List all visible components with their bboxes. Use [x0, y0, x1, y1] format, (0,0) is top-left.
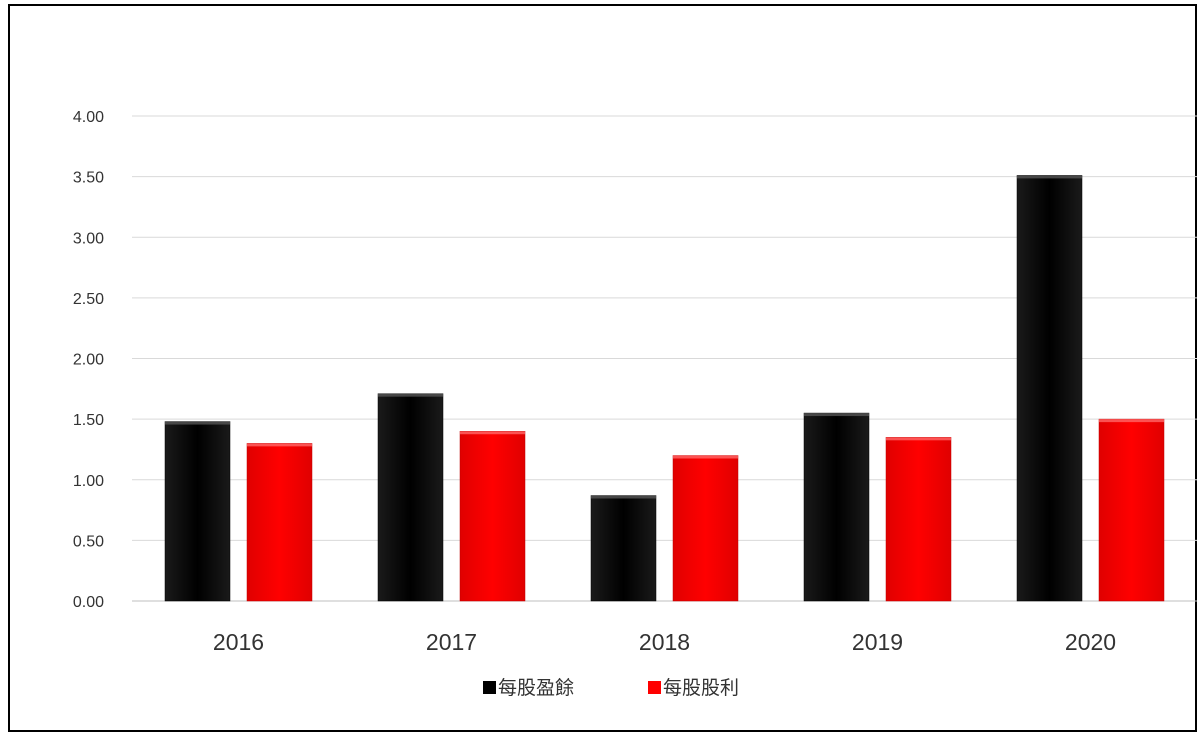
- x-axis-tick-labels: 2016 2017 2018 2019 2020: [213, 629, 1116, 655]
- bar-eps-2017: [377, 393, 444, 602]
- y-tick-label: 4.00: [73, 109, 104, 126]
- bar-bevel: [886, 437, 951, 441]
- chart-frame: [8, 4, 1197, 732]
- bar-dividend-2016: [246, 443, 313, 602]
- legend-swatch-dividend: [648, 681, 661, 694]
- legend: 每股盈餘 每股股利: [483, 677, 739, 699]
- legend-label-eps: 每股盈餘: [498, 677, 574, 699]
- bar-bevel: [1099, 419, 1164, 423]
- y-tick-label: 1.50: [73, 412, 104, 429]
- x-tick-label: 2019: [852, 629, 903, 655]
- bars: [164, 175, 1165, 602]
- x-tick-label: 2020: [1065, 629, 1116, 655]
- bar-bevel: [673, 455, 738, 459]
- x-tick-label: 2017: [426, 629, 477, 655]
- y-tick-label: 2.00: [73, 352, 104, 369]
- bar-dividend-2018: [672, 455, 739, 602]
- bar-bevel: [247, 443, 312, 447]
- bar-eps-2016: [164, 421, 231, 602]
- bar-dividend-2020: [1098, 418, 1165, 602]
- bar-eps-2020: [1016, 175, 1083, 602]
- y-axis-tick-labels: 0.00 0.50 1.00 1.50 2.00 2.50 3.00 3.50 4.00: [73, 109, 104, 611]
- bar-eps-2018: [590, 495, 657, 602]
- bar-bevel: [591, 495, 656, 499]
- bar-dividend-2019: [885, 437, 952, 602]
- y-tick-label: 3.00: [73, 230, 104, 247]
- y-tick-label: 3.50: [73, 170, 104, 187]
- x-tick-label: 2016: [213, 629, 264, 655]
- y-tick-label: 0.00: [73, 594, 104, 611]
- y-tick-label: 1.00: [73, 473, 104, 490]
- bar-bevel: [1017, 175, 1082, 179]
- bar-bevel: [804, 413, 869, 417]
- y-tick-label: 2.50: [73, 291, 104, 308]
- legend-label-dividend: 每股股利: [663, 677, 739, 699]
- bar-bevel: [378, 393, 443, 397]
- bar-bevel: [460, 431, 525, 435]
- bar-eps-2019: [803, 412, 870, 602]
- bar-bevel: [165, 421, 230, 425]
- legend-swatch-eps: [483, 681, 496, 694]
- x-tick-label: 2018: [639, 629, 690, 655]
- y-tick-label: 0.50: [73, 533, 104, 550]
- bar-dividend-2017: [459, 431, 526, 602]
